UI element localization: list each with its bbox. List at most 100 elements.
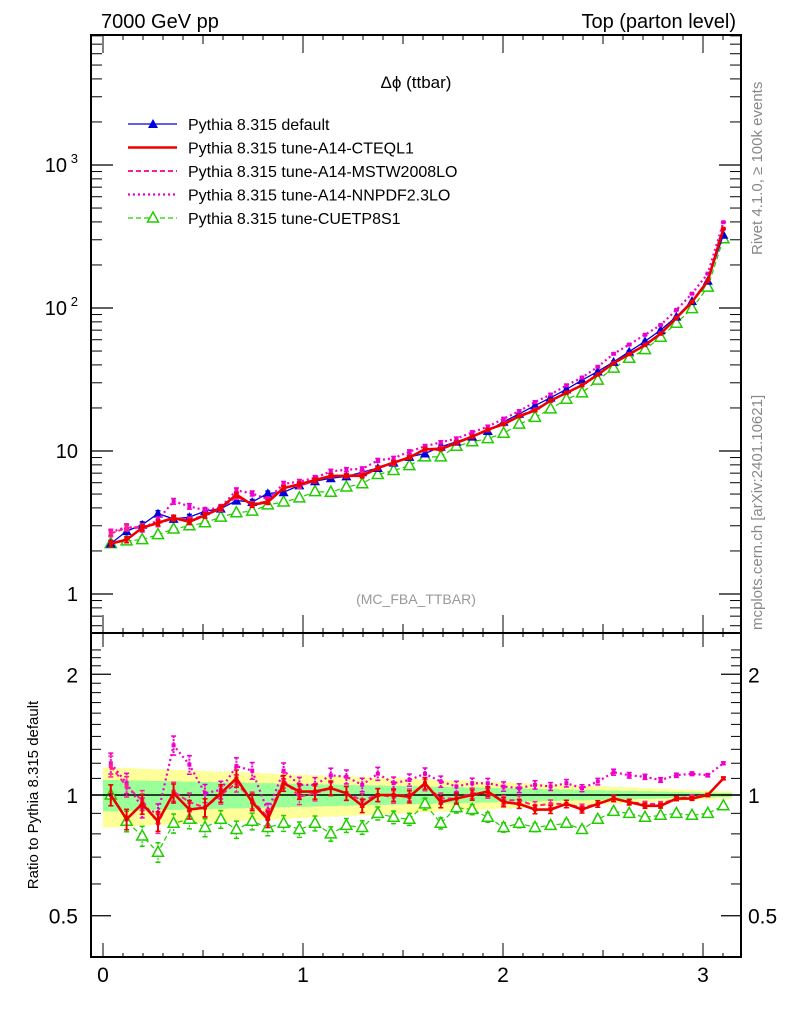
data-point [156, 520, 160, 525]
data-point [276, 815, 291, 829]
data-point [580, 786, 584, 791]
data-point [721, 220, 726, 225]
data-point [265, 499, 270, 504]
data-point [674, 796, 679, 801]
data-point [281, 486, 286, 491]
data-point [214, 811, 228, 825]
data-point [250, 491, 255, 496]
process-label: Top (parton level) [581, 11, 736, 33]
ratio-y-axis-label: Ratio to Pythia 8.315 default [25, 700, 42, 889]
data-point [690, 300, 694, 305]
data-point [135, 532, 149, 545]
data-point [543, 401, 558, 414]
data-point [595, 779, 600, 784]
data-point [674, 773, 679, 778]
data-point [470, 781, 475, 786]
data-point [485, 789, 490, 794]
data-point [292, 490, 307, 503]
data-point [512, 815, 526, 829]
data-point [108, 541, 113, 546]
data-point [324, 484, 338, 497]
data-point [449, 800, 464, 813]
data-point [658, 331, 663, 336]
data-point [438, 440, 443, 445]
data-point [171, 515, 176, 520]
data-point [360, 782, 365, 787]
data-point [355, 476, 369, 489]
data-point [643, 332, 647, 337]
y-tick-label: 1 [67, 584, 78, 606]
data-point [705, 278, 710, 283]
data-point [564, 781, 569, 786]
legend-entry: Pythia 8.315 tune-A14-MSTW2008LO [188, 164, 457, 181]
data-point [481, 431, 495, 444]
data-point [721, 226, 726, 231]
data-point [156, 819, 160, 824]
data-point [250, 502, 255, 507]
data-point [595, 801, 600, 806]
ratio-y-tick-labels: 0.5 0.5 1 1 2 2 [49, 664, 777, 928]
data-point [250, 768, 255, 773]
data-point [171, 791, 176, 796]
data-point [297, 482, 302, 487]
legend-entry: Pythia 8.315 tune-CUETP8S1 [188, 211, 401, 228]
data-point [705, 773, 710, 778]
data-point [265, 817, 270, 822]
data-point [611, 770, 616, 775]
data-point [548, 392, 553, 397]
data-point [297, 789, 302, 794]
y-tick-label: 10 [56, 441, 78, 463]
data-point [214, 509, 228, 522]
data-point [344, 467, 349, 472]
data-point [591, 372, 605, 385]
data-point [355, 819, 369, 833]
x-tick-label: 2 [497, 964, 509, 987]
data-point [716, 798, 731, 811]
data-point [391, 456, 396, 461]
data-point [124, 817, 129, 822]
data-point [234, 764, 239, 769]
ratio-series-group [104, 735, 731, 863]
legend-marker [146, 210, 160, 223]
data-point [281, 781, 286, 786]
legend: Pythia 8.315 default Pythia 8.315 tune-A1… [128, 117, 457, 228]
x-tick-label: 1 [297, 964, 309, 987]
data-point [402, 458, 417, 471]
data-point [187, 519, 192, 524]
data-point [543, 817, 558, 831]
data-point [528, 819, 542, 833]
data-point [245, 503, 259, 516]
ratio-y-tick-label: 2 [66, 664, 78, 687]
data-point [674, 307, 679, 312]
data-point [528, 409, 542, 423]
data-point [245, 813, 259, 827]
data-point [564, 383, 569, 388]
data-point [250, 800, 255, 805]
y-tick-exponent: 3 [71, 151, 78, 166]
data-point [324, 826, 338, 839]
data-point [218, 791, 223, 796]
data-point [438, 800, 443, 805]
series-line [110, 228, 725, 535]
data-point [151, 844, 165, 857]
data-point [721, 761, 726, 766]
data-point [685, 301, 699, 314]
data-point [391, 460, 396, 465]
series-line [110, 221, 725, 534]
data-point [203, 805, 207, 810]
data-point [375, 793, 380, 797]
data-point [187, 504, 192, 509]
data-point [407, 794, 412, 799]
data-point [627, 352, 632, 357]
data-point [595, 364, 600, 369]
data-point [559, 815, 574, 829]
data-point [638, 809, 652, 823]
data-point [577, 375, 587, 385]
ratio-panel: 0.5 0.5 1 1 2 2 0 1 2 3 Ratio to Pythia 8.315 de… [25, 632, 777, 987]
series-line [110, 794, 724, 854]
series-line [109, 742, 725, 815]
data-point [231, 495, 242, 505]
data-point [108, 531, 113, 536]
data-point [308, 815, 322, 829]
